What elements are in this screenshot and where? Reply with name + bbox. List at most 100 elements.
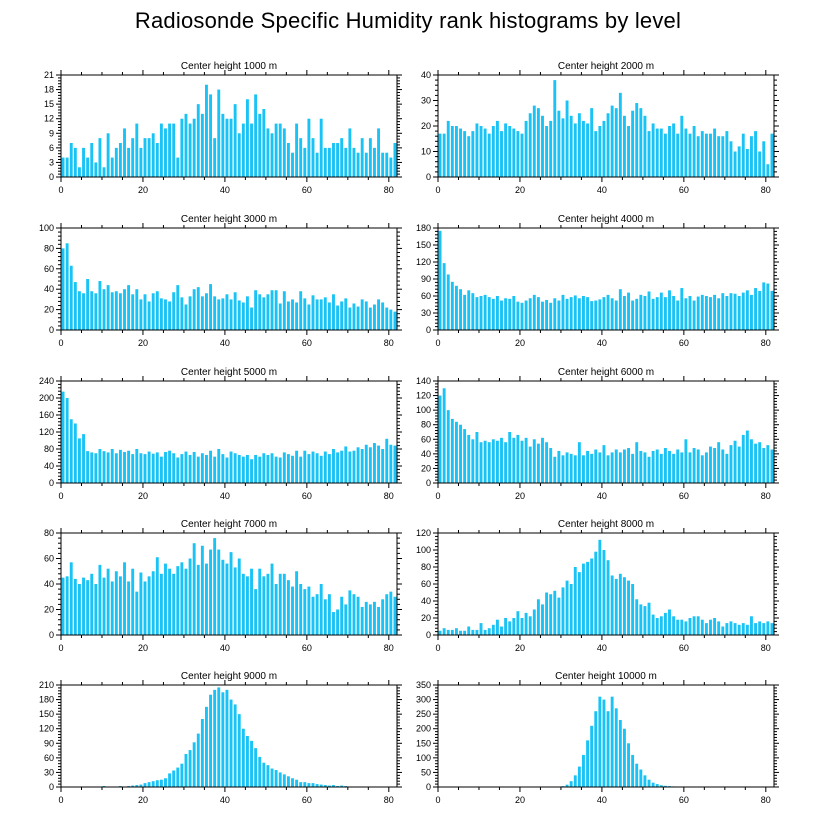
bar bbox=[205, 454, 208, 483]
bar bbox=[303, 147, 307, 177]
bar bbox=[258, 568, 262, 635]
bar bbox=[319, 299, 323, 330]
bar bbox=[61, 248, 65, 330]
bar bbox=[262, 297, 266, 330]
bar bbox=[336, 609, 340, 635]
y-tick-label: 200 bbox=[416, 724, 431, 734]
bar bbox=[475, 123, 479, 177]
y-tick-label: 50 bbox=[421, 767, 431, 777]
bar bbox=[438, 630, 442, 635]
bar bbox=[196, 564, 200, 635]
bar bbox=[754, 623, 758, 635]
bar bbox=[602, 550, 606, 635]
bar bbox=[721, 626, 725, 635]
bar bbox=[561, 294, 565, 330]
x-tick-label: 40 bbox=[220, 338, 230, 348]
bar bbox=[327, 454, 331, 483]
bar bbox=[86, 279, 90, 330]
x-tick-label: 20 bbox=[138, 185, 148, 195]
bar bbox=[500, 300, 503, 330]
bar bbox=[565, 298, 569, 330]
bar bbox=[754, 131, 758, 177]
bar bbox=[241, 123, 245, 177]
x-tick-label: 20 bbox=[515, 491, 525, 501]
panel-5: Center height 6000 m 0 20 40 60 80 0 20 40 60 80 10… bbox=[416, 367, 779, 501]
bar bbox=[516, 131, 520, 177]
bar bbox=[159, 123, 163, 177]
bar bbox=[610, 575, 614, 635]
bar bbox=[762, 448, 766, 483]
bar bbox=[270, 453, 274, 483]
bar bbox=[332, 785, 335, 787]
bar bbox=[389, 444, 393, 483]
y-tick-label: 120 bbox=[39, 724, 54, 734]
bar bbox=[241, 302, 245, 330]
bar bbox=[614, 578, 618, 635]
x-tick-label: 80 bbox=[384, 338, 394, 348]
bar bbox=[692, 616, 696, 635]
bar bbox=[340, 301, 344, 330]
bar bbox=[594, 551, 598, 635]
bar bbox=[536, 599, 540, 635]
bar bbox=[98, 281, 102, 330]
y-tick-label: 0 bbox=[426, 478, 431, 488]
bar bbox=[336, 452, 340, 483]
bar bbox=[553, 80, 557, 177]
bar bbox=[487, 133, 491, 177]
bar bbox=[549, 594, 553, 635]
bar bbox=[172, 770, 176, 787]
bar bbox=[90, 291, 94, 330]
bar bbox=[143, 581, 147, 635]
bar bbox=[561, 118, 565, 177]
bar bbox=[286, 143, 290, 177]
bar bbox=[364, 301, 368, 330]
bar bbox=[614, 108, 618, 177]
y-tick-label: 250 bbox=[416, 709, 431, 719]
panel-3: Center height 4000 m 0 20 40 60 80 0 30 60 90 120 1… bbox=[416, 214, 779, 348]
bar bbox=[483, 294, 487, 330]
bar bbox=[528, 298, 532, 330]
bar bbox=[758, 442, 762, 483]
y-tick-label: 9 bbox=[49, 128, 54, 138]
bar bbox=[610, 452, 614, 483]
y-tick-label: 40 bbox=[421, 596, 431, 606]
bar bbox=[704, 623, 708, 635]
bar bbox=[315, 594, 319, 635]
x-tick-label: 80 bbox=[384, 185, 394, 195]
bar bbox=[90, 143, 94, 177]
x-tick-label: 60 bbox=[679, 185, 689, 195]
bar bbox=[688, 618, 692, 635]
bar bbox=[655, 128, 659, 177]
bar bbox=[709, 619, 712, 635]
bar bbox=[635, 763, 639, 787]
y-tick-label: 140 bbox=[416, 376, 431, 386]
bar bbox=[155, 557, 159, 635]
bar bbox=[94, 453, 98, 483]
bar bbox=[237, 454, 241, 483]
bar bbox=[373, 443, 376, 483]
bar bbox=[356, 447, 360, 483]
bar bbox=[102, 577, 106, 635]
y-tick-label: 0 bbox=[49, 478, 54, 488]
y-tick-label: 20 bbox=[44, 305, 54, 315]
y-tick-label: 20 bbox=[421, 463, 431, 473]
bar bbox=[159, 573, 163, 635]
y-tick-label: 0 bbox=[49, 325, 54, 335]
bar bbox=[192, 451, 196, 483]
bar bbox=[291, 299, 294, 330]
bar bbox=[172, 292, 176, 330]
bar bbox=[512, 296, 516, 330]
bar bbox=[672, 296, 676, 330]
bar bbox=[323, 297, 327, 330]
bar bbox=[602, 297, 606, 330]
bar bbox=[737, 446, 741, 483]
bar bbox=[245, 99, 249, 177]
bar bbox=[606, 113, 610, 177]
bar bbox=[709, 297, 712, 330]
y-tick-label: 80 bbox=[421, 420, 431, 430]
bar bbox=[700, 619, 704, 635]
bar bbox=[311, 451, 315, 483]
bar bbox=[532, 294, 536, 330]
y-tick-label: 21 bbox=[44, 70, 54, 80]
bar bbox=[356, 152, 360, 177]
